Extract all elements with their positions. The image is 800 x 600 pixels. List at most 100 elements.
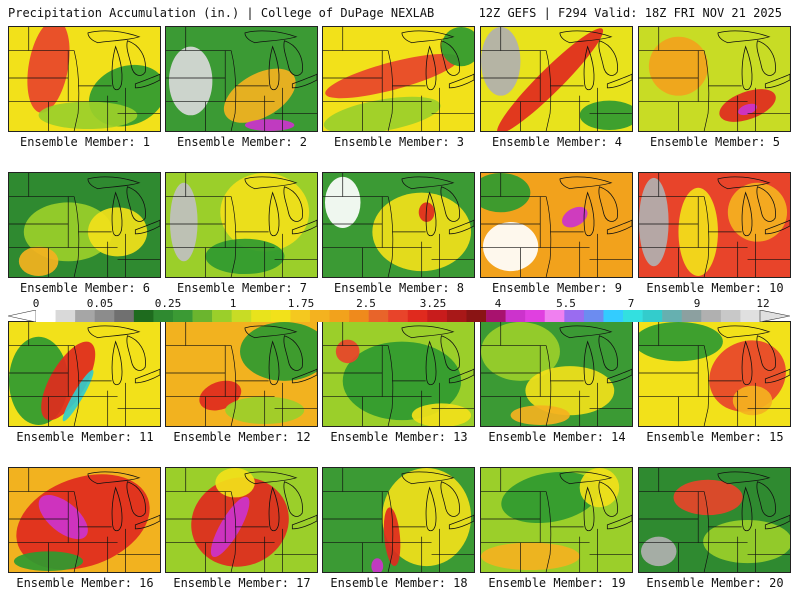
colorbar-segment [642, 310, 663, 322]
great-lakes-outline [268, 486, 280, 532]
colorbar-segment [212, 310, 232, 322]
colorbar-tick-labels: 0 0.05 0.25 1 1.75 2.5 3.25 4 5.5 7 9 12 [0, 297, 800, 311]
colorbar-min-arrow [8, 310, 37, 322]
great-lakes-outline [425, 486, 437, 532]
great-lakes-outline [756, 40, 776, 76]
colorbar-segment [192, 310, 213, 322]
ensemble-member-map [480, 172, 633, 278]
precip-region [169, 182, 198, 262]
great-lakes-outline [291, 368, 317, 384]
precip-region [87, 207, 148, 257]
ensemble-member-label: Ensemble Member: 13 [330, 430, 468, 444]
great-lakes-outline [244, 30, 298, 44]
great-lakes-outline [583, 340, 595, 386]
great-lakes-outline [717, 176, 771, 190]
state-boundary [230, 196, 237, 277]
precipitation-map [166, 322, 317, 426]
colorbar-segment [329, 310, 350, 322]
precipitation-map [481, 173, 632, 277]
great-lakes-outline [598, 186, 618, 222]
precip-region [732, 385, 773, 416]
ensemble-member-label: Ensemble Member: 20 [646, 576, 784, 590]
precip-region [501, 471, 599, 524]
great-lakes-outline [440, 186, 460, 222]
great-lakes-outline [764, 73, 790, 89]
great-lakes-outline [764, 514, 790, 530]
great-lakes-outline [244, 325, 298, 339]
great-lakes-outline [440, 40, 460, 76]
colorbar-tick-label: 7 [627, 297, 635, 310]
precip-region [639, 322, 723, 362]
ensemble-member-map [165, 467, 318, 573]
great-lakes-outline [598, 335, 618, 371]
great-lakes-outline [425, 45, 437, 91]
precip-region [199, 380, 242, 411]
great-lakes-outline [283, 481, 303, 517]
ensemble-member-map [638, 172, 791, 278]
colorbar-segment [564, 310, 585, 322]
colorbar-tick-label: 0 [32, 297, 40, 310]
colorbar-segment [407, 310, 428, 322]
colorbar-segment [427, 310, 448, 322]
great-lakes-outline [283, 40, 303, 76]
precip-region [482, 222, 539, 272]
state-boundary [230, 491, 237, 572]
state-boundary [545, 345, 552, 426]
state-boundary [230, 345, 237, 426]
precipitation-map [481, 468, 632, 572]
colorbar-segment [583, 310, 604, 322]
colorbar-segment [662, 310, 683, 322]
great-lakes-outline [559, 30, 613, 44]
ensemble-member-label: Ensemble Member: 15 [646, 430, 784, 444]
ensemble-member-map [8, 172, 161, 278]
great-lakes-outline [244, 471, 298, 485]
ensemble-member-map [322, 321, 475, 427]
colorbar-tick-label: 12 [756, 297, 770, 310]
colorbar-segment [603, 310, 624, 322]
colorbar-segment [251, 310, 272, 322]
great-lakes-outline [111, 486, 123, 532]
precip-region [27, 27, 70, 113]
precip-region [335, 339, 360, 364]
great-lakes-outline [741, 486, 753, 532]
great-lakes-outline [717, 325, 771, 339]
great-lakes-outline [717, 30, 771, 44]
colorbar-segment [153, 310, 174, 322]
state-boundary [545, 491, 552, 572]
colorbar-tick-label: 3.25 [419, 297, 447, 310]
state-boundary [545, 196, 552, 277]
precipitation-map [323, 173, 474, 277]
great-lakes-outline [741, 340, 753, 386]
precip-region [703, 520, 790, 564]
state-boundary [73, 50, 80, 131]
ensemble-member-label: Ensemble Member: 17 [173, 576, 311, 590]
great-lakes-outline [291, 514, 317, 530]
precipitation-map [481, 322, 632, 426]
colorbar-segment [525, 310, 546, 322]
great-lakes-outline [606, 219, 632, 235]
colorbar-tick-label: 1 [229, 297, 237, 310]
colorbar-segment [309, 310, 330, 322]
great-lakes-outline [134, 368, 160, 384]
great-lakes-outline [401, 176, 455, 190]
ensemble-member-label: Ensemble Member: 14 [488, 430, 626, 444]
precip-region [738, 103, 757, 116]
precipitation-map [323, 468, 474, 572]
colorbar-segment [172, 310, 193, 322]
ensemble-member-map [8, 467, 161, 573]
great-lakes-outline [134, 514, 160, 530]
precip-region [673, 479, 743, 516]
state-boundary [703, 345, 710, 426]
ensemble-member-map [638, 26, 791, 132]
precipitation-map [166, 27, 317, 131]
great-lakes-outline [401, 30, 455, 44]
ensemble-member-map [165, 172, 318, 278]
great-lakes-outline [244, 176, 298, 190]
colorbar-segment [720, 310, 741, 322]
great-lakes-outline [598, 40, 618, 76]
great-lakes-outline [401, 325, 455, 339]
great-lakes-outline [764, 219, 790, 235]
colorbar-segment [544, 310, 565, 322]
colorbar-segment [270, 310, 291, 322]
ensemble-member-label: Ensemble Member: 9 [491, 281, 623, 295]
